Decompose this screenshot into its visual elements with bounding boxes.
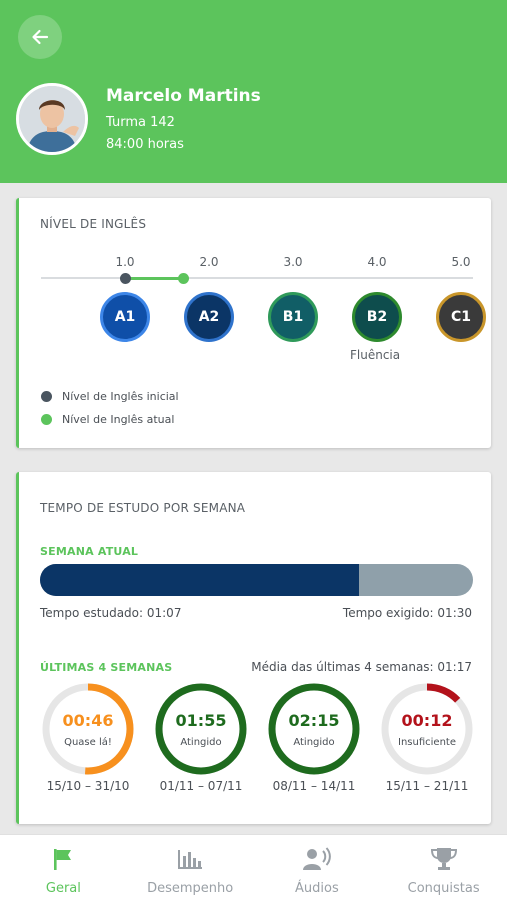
current-level-marker [178, 273, 189, 284]
scale-label-4: 4.0 [367, 255, 387, 269]
scale-label-1: 1.0 [115, 255, 135, 269]
current-week-title: SEMANA ATUAL [40, 545, 139, 558]
week-status-1: Quase lá! [64, 737, 112, 748]
level-badge-b1: B1 [268, 292, 318, 342]
week-ring-3 [268, 683, 360, 775]
fluency-note: Fluência [350, 348, 401, 362]
tab-label-conquistas: Conquistas [407, 881, 480, 896]
level-badge-c1: C1 [436, 292, 486, 342]
week-status-2: Atingido [180, 737, 222, 748]
level-scale-track [41, 277, 473, 279]
week-ring-2 [155, 683, 247, 775]
legend-current: Nível de Inglês atual [41, 413, 174, 426]
week-ring-4 [381, 683, 473, 775]
english-level-card: NÍVEL DE INGLÊS 1.0 2.0 3.0 4.0 5.0 A1 A… [16, 198, 491, 448]
week-time-3: 02:15 [288, 711, 340, 730]
scale-label-3: 3.0 [283, 255, 303, 269]
studied-time-text: Tempo estudado: 01:07 [40, 606, 182, 620]
tab-label-audios: Áudios [295, 881, 339, 896]
avatar [16, 83, 88, 155]
last-weeks-title: ÚLTIMAS 4 SEMANAS [40, 661, 173, 674]
level-badge-b2: B2 [352, 292, 402, 342]
profile-class: Turma 142 [106, 115, 175, 130]
required-time-text: Tempo exigido: 01:30 [342, 606, 472, 620]
legend-initial: Nível de Inglês inicial [41, 390, 179, 403]
legend-label-current: Nível de Inglês atual [62, 413, 175, 426]
current-week-progress-fill [40, 564, 359, 596]
tab-audios[interactable]: Áudios [254, 835, 381, 900]
level-badge-a2: A2 [184, 292, 234, 342]
trophy-icon [428, 845, 460, 873]
english-level-title: NÍVEL DE INGLÊS [40, 217, 147, 231]
study-time-card: TEMPO DE ESTUDO POR SEMANA SEMANA ATUAL … [16, 472, 491, 824]
scale-label-5: 5.0 [451, 255, 471, 269]
week-status-4: Insuficiente [398, 737, 456, 748]
week-time-2: 01:55 [175, 711, 227, 730]
legend-dot-initial [41, 391, 52, 402]
week-range-4: 15/11 – 21/11 [385, 779, 469, 793]
profile-name: Marcelo Martins [106, 86, 261, 106]
week-range-1: 15/10 – 31/10 [46, 779, 130, 793]
bottom-tab-bar: Geral Desempenho Áudios [0, 834, 507, 900]
week-range-3: 08/11 – 14/11 [272, 779, 356, 793]
legend-dot-current [41, 414, 52, 425]
back-button[interactable] [18, 15, 62, 59]
week-status-3: Atingido [293, 737, 335, 748]
speaker-icon [301, 845, 333, 873]
tab-label-geral: Geral [45, 881, 81, 896]
flag-icon [47, 845, 79, 873]
current-week-progress-bar [40, 564, 473, 596]
profile-hours: 84:00 horas [106, 137, 184, 152]
scale-label-2: 2.0 [199, 255, 219, 269]
week-ring-1 [42, 683, 134, 775]
level-badge-a1: A1 [100, 292, 150, 342]
tab-label-desempenho: Desempenho [147, 881, 234, 896]
arrow-left-icon [32, 29, 49, 45]
average-time-text: Média das últimas 4 semanas: 01:17 [251, 660, 472, 674]
bar-chart-icon [174, 845, 206, 873]
tab-geral[interactable]: Geral [0, 835, 127, 900]
tab-desempenho[interactable]: Desempenho [127, 835, 254, 900]
initial-level-marker [120, 273, 131, 284]
study-time-title: TEMPO DE ESTUDO POR SEMANA [40, 501, 246, 515]
level-progress-segment [125, 277, 183, 280]
week-time-4: 00:12 [401, 711, 453, 730]
tab-conquistas[interactable]: Conquistas [380, 835, 507, 900]
week-time-1: 00:46 [62, 711, 114, 730]
legend-label-initial: Nível de Inglês inicial [62, 390, 179, 403]
profile-header: Marcelo Martins Turma 142 84:00 horas [0, 0, 507, 183]
week-range-2: 01/11 – 07/11 [159, 779, 243, 793]
